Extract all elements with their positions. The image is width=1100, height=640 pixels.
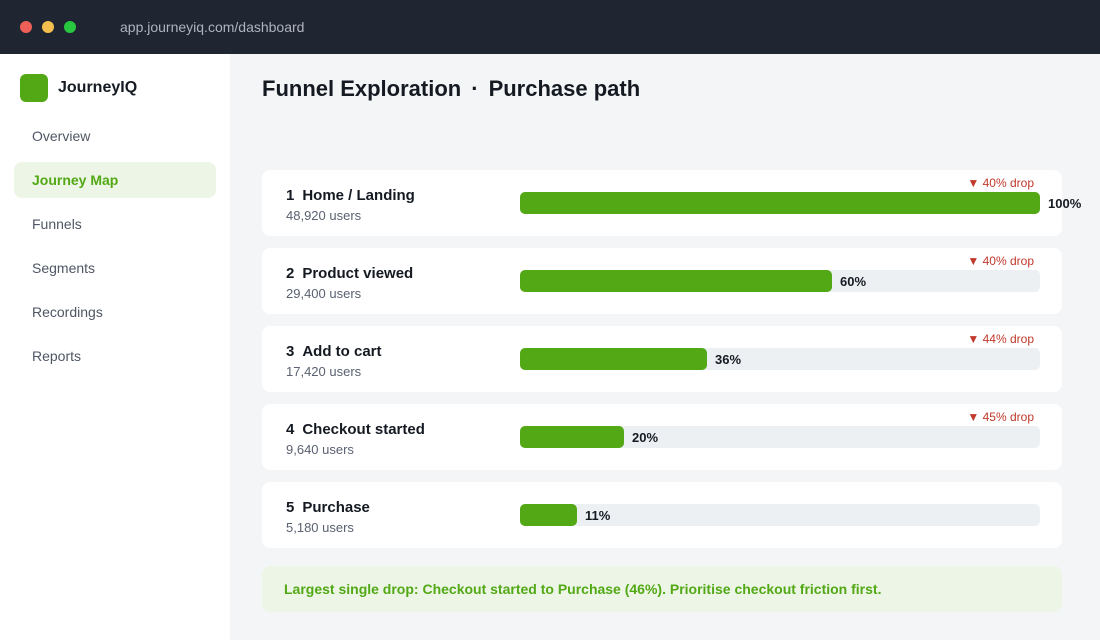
sidebar-nav: Overview Journey Map Funnels Segments Re… — [14, 118, 216, 382]
step-percent-label: 100% — [1048, 196, 1082, 211]
step-number: 2 — [286, 265, 295, 282]
step-name: Home / Landing — [302, 187, 415, 204]
step-user-count: 17,420 users — [286, 364, 362, 379]
sidebar: JourneyIQ Overview Journey Map Funnels S… — [0, 54, 230, 640]
step-percent-label: 20% — [632, 430, 659, 445]
window-titlebar: app.journeyiq.com/dashboard — [0, 0, 1100, 54]
step-percent-label: 60% — [840, 274, 867, 289]
step-drop-badge: ▼ 40% drop — [967, 254, 1034, 268]
step-drop-badge: ▼ 44% drop — [967, 332, 1034, 346]
step-percent-label: 36% — [715, 352, 742, 367]
step-drop-badge: ▼ 45% drop — [967, 410, 1034, 424]
window-zoom-button[interactable] — [64, 21, 76, 33]
step-progress-fill — [520, 348, 707, 370]
step-user-count: 29,400 users — [286, 286, 362, 301]
step-progress-track: 20% — [520, 426, 1040, 448]
funnel-step[interactable]: 3 Add to cart 17,420 users ▼ 44% drop 36% — [262, 326, 1062, 392]
title-separator: · — [471, 76, 479, 101]
funnel-step[interactable]: 4 Checkout started 9,640 users ▼ 45% drop… — [262, 404, 1062, 470]
sidebar-item-label: Segments — [32, 260, 96, 276]
main-content: Funnel Exploration · Purchase path 1 Home /… — [230, 54, 1100, 640]
funnel-steps: 1 Home / Landing 48,920 users ▼ 40% drop … — [262, 170, 1081, 560]
step-progress-track: 60% — [520, 270, 1040, 292]
brand[interactable]: JourneyIQ — [20, 74, 137, 102]
sidebar-item-label: Funnels — [32, 216, 82, 232]
sidebar-item-label: Reports — [32, 348, 82, 364]
sidebar-item-funnels[interactable]: Funnels — [14, 206, 216, 242]
step-progress-fill — [520, 504, 577, 526]
page-title-text: Funnel Exploration — [262, 76, 462, 101]
step-progress-fill — [520, 426, 624, 448]
insight-banner: Largest single drop: Checkout started to… — [262, 566, 1062, 612]
step-progress-track: 100% — [520, 192, 1081, 214]
journeyiq-logo-icon — [20, 74, 48, 102]
funnel-step[interactable]: 2 Product viewed 29,400 users ▼ 40% drop … — [262, 248, 1062, 314]
step-progress-fill — [520, 192, 1040, 214]
sidebar-item-reports[interactable]: Reports — [14, 338, 216, 374]
step-progress-track: 36% — [520, 348, 1040, 370]
sidebar-item-overview[interactable]: Overview — [14, 118, 216, 154]
step-percent-label: 11% — [585, 508, 611, 523]
sidebar-item-recordings[interactable]: Recordings — [14, 294, 216, 330]
step-label: 1 Home / Landing — [286, 187, 415, 204]
insight-text: Largest single drop: Checkout started to… — [284, 581, 882, 597]
step-label: 3 Add to cart — [286, 343, 382, 360]
address-bar-url[interactable]: app.journeyiq.com/dashboard — [120, 19, 305, 35]
funnel-step[interactable]: 1 Home / Landing 48,920 users ▼ 40% drop … — [262, 170, 1081, 236]
step-user-count: 48,920 users — [286, 208, 362, 223]
page-title: Funnel Exploration · Purchase path — [262, 76, 640, 102]
step-progress-track: 11% — [520, 504, 1040, 526]
step-label: 5 Purchase — [286, 499, 370, 516]
step-user-count: 5,180 users — [286, 520, 354, 535]
sidebar-item-journey-map[interactable]: Journey Map — [14, 162, 216, 198]
window-minimize-button[interactable] — [42, 21, 54, 33]
step-name: Checkout started — [302, 421, 425, 438]
window-close-button[interactable] — [20, 21, 32, 33]
funnel-step[interactable]: 5 Purchase 5,180 users 11% — [262, 482, 1062, 548]
step-label: 2 Product viewed — [286, 265, 413, 282]
step-number: 3 — [286, 343, 295, 360]
step-drop-badge: ▼ 40% drop — [967, 176, 1034, 190]
step-label: 4 Checkout started — [286, 421, 425, 438]
page-subtitle: Purchase path — [488, 76, 641, 101]
brand-name: JourneyIQ — [58, 79, 138, 96]
step-name: Product viewed — [302, 265, 414, 282]
sidebar-item-label: Journey Map — [32, 172, 119, 188]
step-number: 1 — [286, 187, 295, 204]
step-progress-fill — [520, 270, 832, 292]
sidebar-item-label: Recordings — [32, 304, 103, 320]
sidebar-item-segments[interactable]: Segments — [14, 250, 216, 286]
step-number: 5 — [286, 499, 295, 516]
step-name: Purchase — [302, 499, 370, 516]
step-name: Add to cart — [302, 343, 382, 360]
sidebar-item-label: Overview — [32, 128, 91, 144]
step-number: 4 — [286, 421, 295, 438]
step-user-count: 9,640 users — [286, 442, 354, 457]
